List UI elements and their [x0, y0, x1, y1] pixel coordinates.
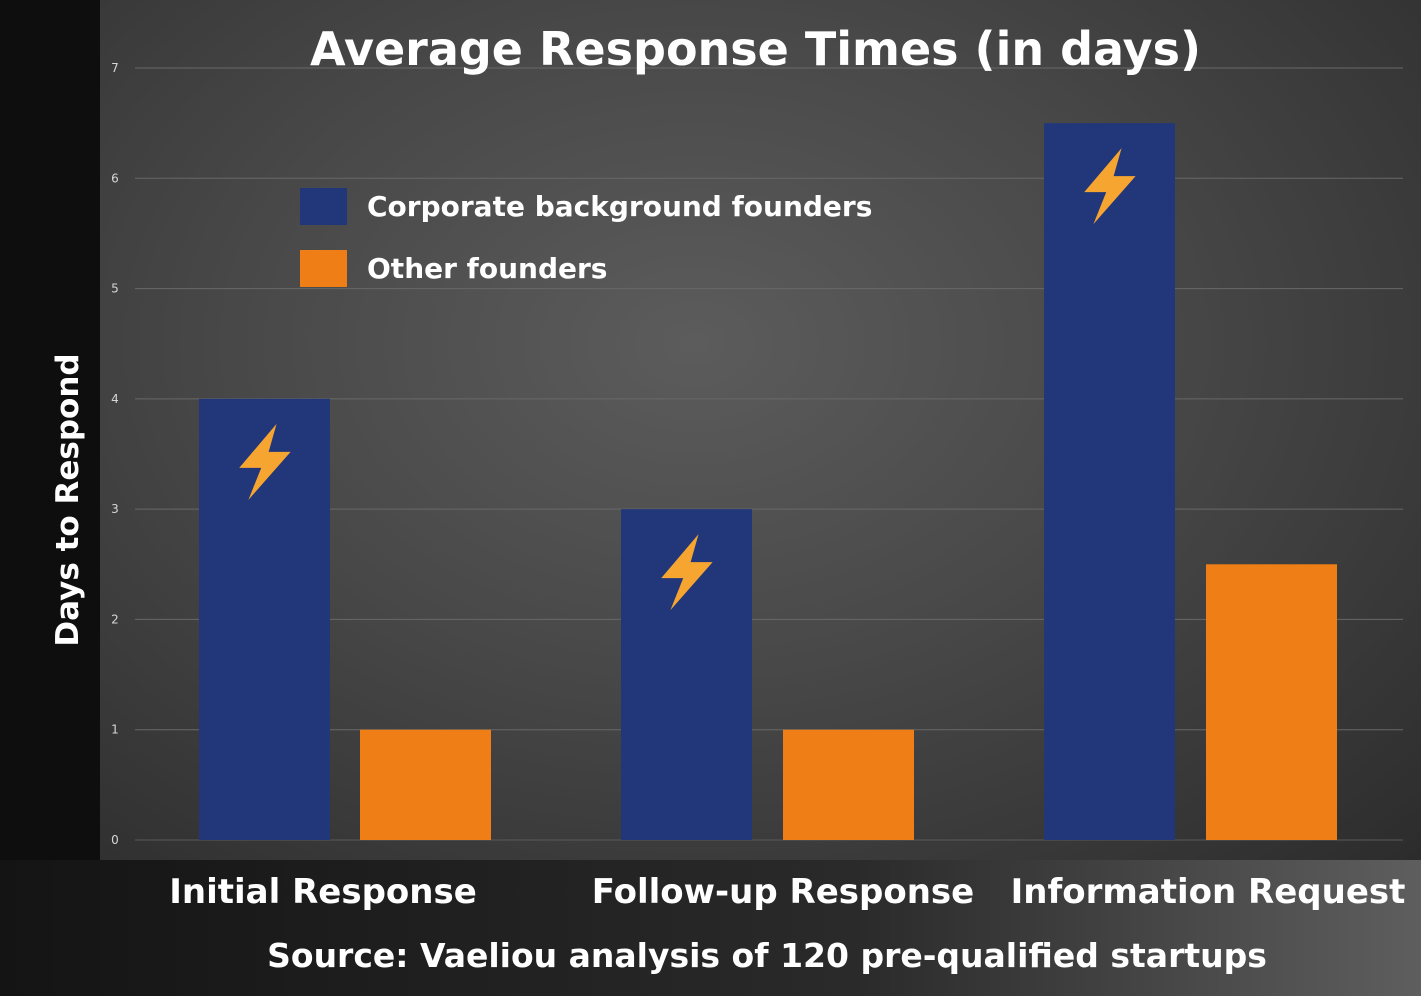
legend-label-other: Other founders	[367, 251, 608, 285]
lightning-bolt-icon	[239, 423, 291, 500]
bar-other-3	[1206, 564, 1337, 840]
y-tick-label: 4	[111, 392, 119, 406]
y-tick-label: 3	[111, 502, 119, 516]
y-tick-label: 5	[111, 282, 119, 296]
category-label-initial-response: Initial Response	[169, 872, 477, 912]
y-tick-label: 7	[111, 61, 119, 75]
y-tick-label: 6	[111, 171, 119, 185]
y-tick-label: 0	[111, 833, 119, 847]
y-axis-label: Days to Respond	[50, 353, 86, 647]
lightning-bolt-icon	[661, 534, 713, 611]
bottom-band	[0, 860, 1421, 996]
lightning-bolt-icon	[1084, 148, 1136, 225]
source-note: Source: Vaeliou analysis of 120 pre-qual…	[267, 936, 1267, 975]
legend-swatch-corporate	[300, 187, 347, 225]
legend-swatch-other	[300, 249, 347, 287]
chart-title: Average Response Times (in days)	[310, 22, 1202, 76]
legend: Corporate background founders Other foun…	[300, 186, 872, 310]
gridlines	[135, 67, 1403, 841]
bar-corporate-3	[1044, 123, 1175, 840]
y-tick-labels: 0 1 2 3 4 5 6 7	[111, 61, 119, 847]
left-strip	[0, 0, 100, 860]
y-tick-label: 1	[111, 723, 119, 737]
y-tick-label: 2	[111, 612, 119, 626]
legend-item-corporate: Corporate background founders	[300, 186, 872, 226]
category-label-follow-up-response: Follow-up Response	[591, 872, 975, 912]
bar-other-1	[360, 729, 491, 840]
legend-label-corporate: Corporate background founders	[367, 189, 873, 223]
bar-other-2	[783, 729, 914, 840]
bars	[199, 123, 1337, 840]
legend-item-other: Other founders	[300, 248, 872, 288]
category-label-information-request: Information Request	[1010, 872, 1406, 912]
